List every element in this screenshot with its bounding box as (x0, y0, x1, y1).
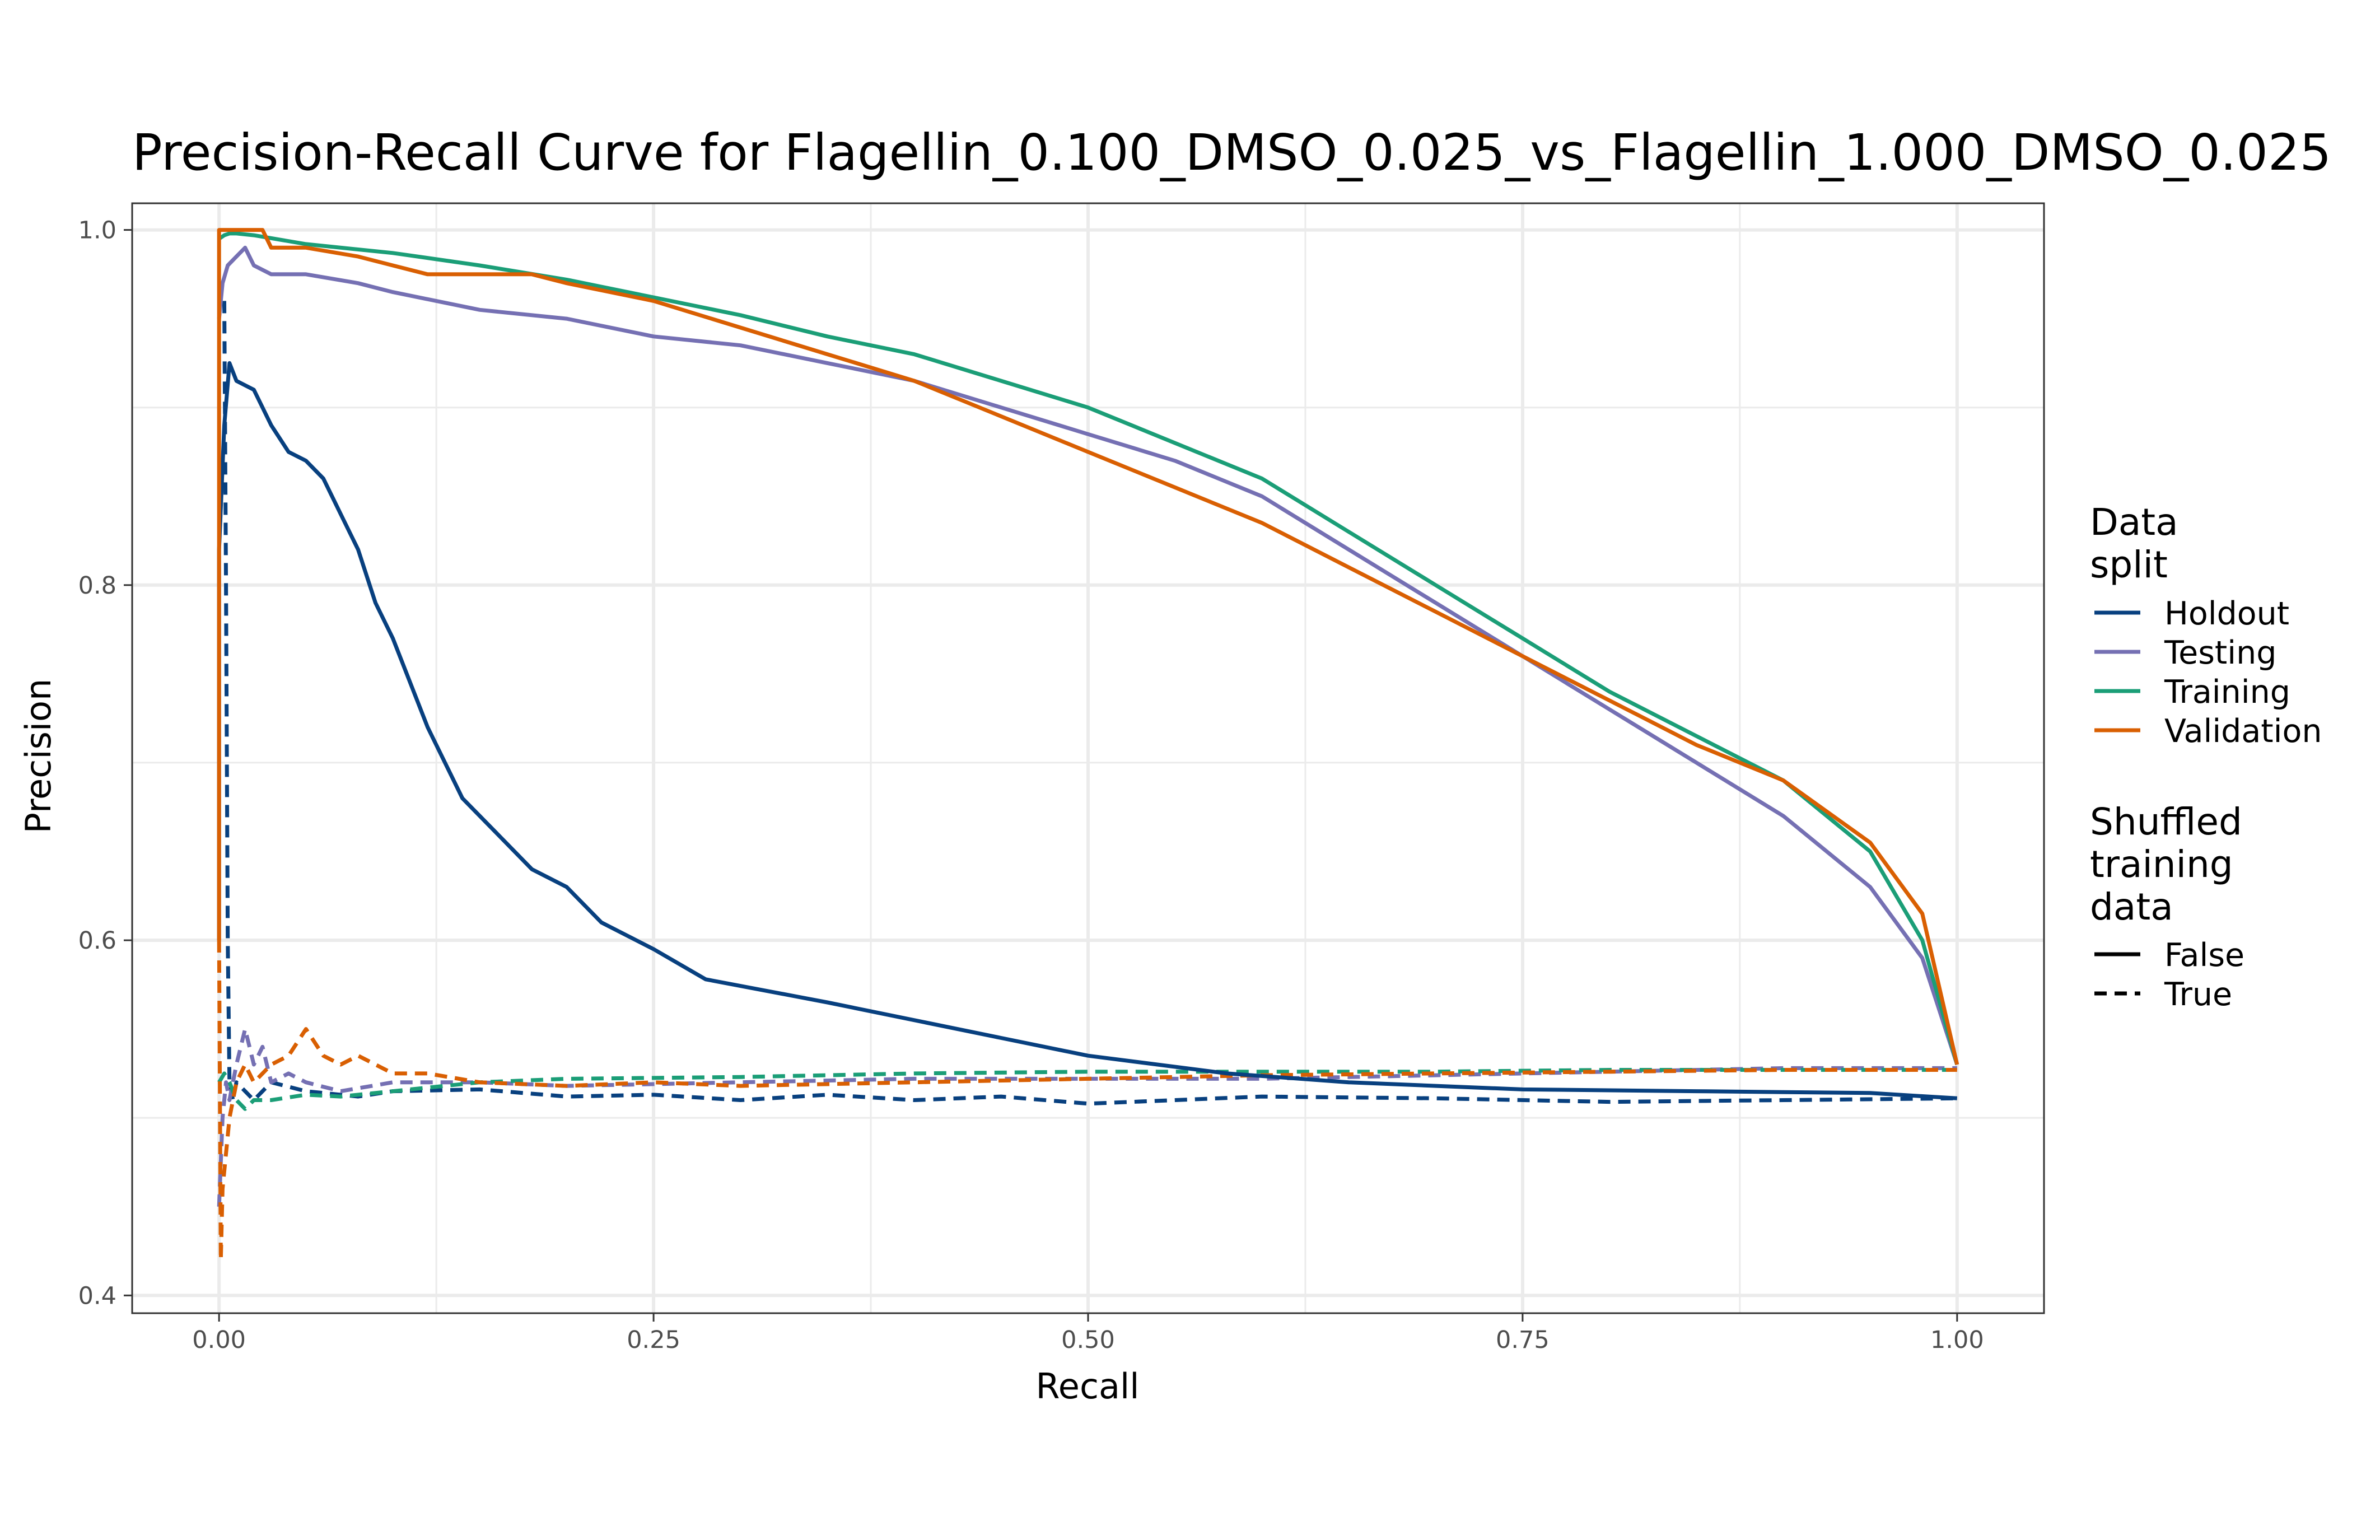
series-line-testing-unshuffled (217, 245, 1959, 1066)
x-tick-label: 0.75 (1496, 1326, 1550, 1354)
y-tick-label: 0.4 (78, 1282, 116, 1310)
legend-title-shuffled: training (2090, 843, 2233, 886)
series-line-training-shuffled (217, 1068, 1957, 1111)
legend-title-data-split: split (2090, 543, 2168, 586)
legend-title-shuffled: data (2090, 885, 2173, 928)
legend-label-validation: Validation (2164, 713, 2322, 750)
legend-label-testing: Testing (2164, 634, 2276, 671)
x-tick-label: 1.00 (1930, 1326, 1984, 1354)
x-tick-label: 0.25 (627, 1326, 680, 1354)
plot-area: 0.00 0.25 0.50 0.75 1.00 0.4 0.6 0.8 1.0 (78, 202, 2045, 1354)
series-line-validation-unshuffled (217, 228, 1959, 1065)
series-line-training-unshuffled (218, 231, 1959, 1065)
series-line-validation-shuffled (217, 940, 1957, 1262)
series-line-testing-shuffled (217, 1027, 1957, 1207)
legend-title-shuffled: Shuffled (2090, 800, 2242, 843)
legend-label-training: Training (2164, 674, 2290, 711)
x-tick-label: 0.00 (192, 1326, 246, 1354)
x-tick-label: 0.50 (1061, 1326, 1115, 1354)
y-tick-label: 0.6 (78, 927, 116, 955)
legend-title-data-split: Data (2090, 501, 2178, 544)
series-line-holdout-shuffled (222, 301, 1957, 1106)
y-tick-label: 0.8 (78, 572, 116, 600)
legend-label-true: True (2164, 976, 2232, 1013)
x-axis-label: Recall (1036, 1366, 1140, 1407)
legend-label-false: False (2164, 937, 2244, 974)
series-line-holdout-unshuffled (217, 361, 1958, 1100)
chart-title: Precision-Recall Curve for Flagellin_0.1… (132, 123, 2331, 181)
y-tick-label: 1.0 (78, 217, 116, 245)
y-axis-label: Precision (18, 679, 59, 834)
legend-label-holdout: Holdout (2164, 595, 2289, 632)
